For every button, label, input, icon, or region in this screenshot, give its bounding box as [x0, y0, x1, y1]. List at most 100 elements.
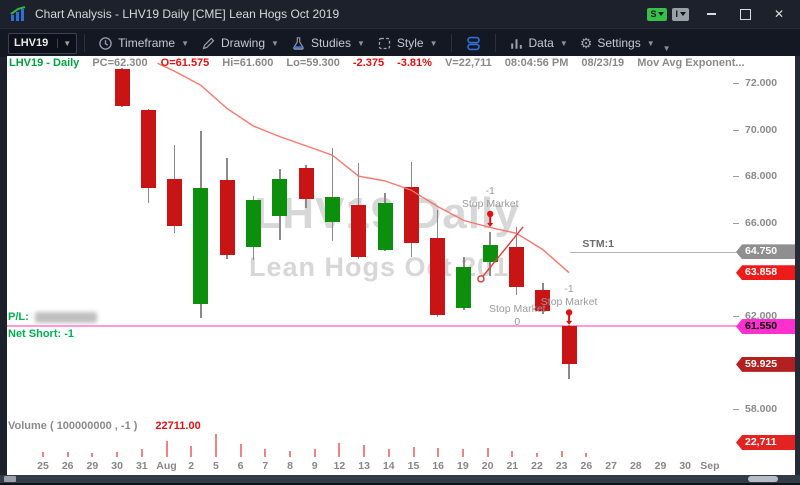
- date-label: 12: [333, 460, 346, 472]
- toolbar-button-label: Data: [528, 36, 554, 50]
- volume-bar: [560, 451, 563, 457]
- scrollbar-left-chip[interactable]: [4, 476, 16, 482]
- candle-body: [430, 237, 446, 315]
- volume-bar: [387, 449, 390, 457]
- chart-canvas[interactable]: LHV19 - Daily PC=62.300 O=61.575 Hi=61.600…: [7, 56, 795, 475]
- date-label: 6: [237, 460, 244, 472]
- volume-bar: [165, 441, 168, 457]
- toolbar-button-layout[interactable]: [459, 30, 488, 56]
- strategy-badge-label: S: [650, 9, 657, 19]
- bar-chart-icon: [509, 36, 524, 51]
- toolbar-button-data[interactable]: Data ▼: [503, 30, 574, 56]
- chevron-down-icon: ▼: [429, 38, 438, 48]
- order-label: Stop Market: [540, 295, 598, 308]
- toolbar-overflow-chevron-icon[interactable]: ▼: [662, 44, 671, 53]
- chevron-down-icon: [658, 12, 665, 16]
- candle-body: [246, 199, 261, 248]
- chevron-down-icon: ▼: [181, 38, 189, 48]
- volume-bar: [511, 451, 514, 457]
- pl-value-redacted: [34, 311, 97, 323]
- scrollbar-thumb[interactable]: [748, 476, 778, 482]
- candle-body: [482, 244, 498, 263]
- stm-label: STM:1: [582, 237, 614, 250]
- candle-body: [509, 247, 524, 287]
- price-tick-dash: [733, 316, 739, 317]
- info-field: 08:04:56 PM: [504, 57, 569, 69]
- date-label: 19: [457, 460, 469, 472]
- date-label: 7: [262, 460, 269, 472]
- volume-bar: [66, 452, 69, 457]
- volume-bar: [289, 451, 291, 457]
- price-tick-dash: [733, 222, 739, 224]
- volume-bar: [91, 453, 94, 457]
- price-tick-label: 68.000: [745, 170, 778, 183]
- toolbar-button-drawing[interactable]: Drawing ▼: [195, 30, 285, 56]
- candle-body: [167, 178, 183, 227]
- date-label: 8: [287, 460, 293, 472]
- minimize-icon: [706, 13, 716, 15]
- info-field: PC=62.300: [92, 57, 148, 69]
- toolbar-separator: [450, 34, 452, 52]
- volume-bar: [116, 452, 119, 457]
- volume-bar: [412, 447, 415, 457]
- price-badge: 59.925: [736, 356, 795, 372]
- toolbar: LHV19 ▼ Timeframe ▼ Drawing ▼ Studies ▼ Style ▼…: [0, 28, 800, 57]
- maximize-button[interactable]: [728, 0, 762, 28]
- volume-bar: [190, 446, 193, 457]
- volume-bar: [214, 434, 217, 457]
- toolbar-button-studies[interactable]: Studies ▼: [285, 30, 371, 56]
- order-pin-icon: [565, 309, 573, 316]
- gear-icon: ⚙: [580, 36, 593, 51]
- volume-badge: 22,711: [736, 435, 795, 450]
- minimize-button[interactable]: [694, 0, 728, 28]
- symbol-input[interactable]: LHV19 ▼: [8, 32, 78, 54]
- pl-label: P/L:: [8, 311, 29, 323]
- price-tick-dash: [733, 83, 739, 84]
- info-field: Mov Avg Exponent...: [637, 57, 745, 69]
- volume-bar: [338, 443, 341, 457]
- indicator-badge-label: I: [675, 9, 678, 19]
- date-label: 30: [679, 460, 692, 472]
- chart-app-icon: [10, 6, 26, 22]
- chevron-down-icon: ▼: [646, 38, 655, 48]
- order-label: -1: [485, 185, 495, 198]
- net-position-label: Net Short: -1: [8, 328, 74, 340]
- date-label: Aug: [156, 460, 177, 472]
- date-label: 29: [86, 460, 99, 472]
- volume-bar: [42, 452, 44, 457]
- close-button[interactable]: ✕: [773, 7, 785, 21]
- toolbar-button-label: Timeframe: [118, 36, 176, 50]
- price-badge: 63.858: [736, 265, 795, 281]
- toolbar-separator: [494, 34, 496, 52]
- date-label: 29: [654, 460, 667, 472]
- chevron-down-icon: ▼: [356, 38, 365, 48]
- order-label: -1: [564, 282, 574, 295]
- pencil-icon: [201, 36, 216, 51]
- toolbar-separator: [84, 34, 86, 52]
- date-label: 2: [188, 460, 195, 472]
- date-label: 26: [61, 460, 74, 472]
- vertical-scrollbar[interactable]: [795, 56, 800, 475]
- gear-icon: ⚙: [579, 34, 593, 51]
- indicator-status-badge[interactable]: I: [672, 7, 689, 21]
- price-tick-label: 70.000: [745, 123, 778, 136]
- strategy-status-badge[interactable]: S: [647, 7, 668, 21]
- price-badge: 61.550: [736, 318, 795, 334]
- title-bar: Chart Analysis - LHV19 Daily [CME] Lean …: [0, 0, 800, 28]
- volume-bar: [140, 449, 143, 457]
- toolbar-button-style[interactable]: Style ▼: [371, 30, 444, 56]
- price-tick-dash: [733, 409, 739, 411]
- date-label: 9: [311, 460, 318, 472]
- date-label: 26: [580, 460, 593, 472]
- candle-body: [403, 186, 419, 243]
- price-tick-label: 58.000: [745, 403, 778, 416]
- volume-bar: [585, 453, 588, 457]
- horizontal-scrollbar[interactable]: [0, 475, 800, 483]
- toolbar-button-settings[interactable]: ⚙ Settings ▼: [574, 30, 661, 56]
- volume-bar: [486, 448, 489, 457]
- toolbar-button-timeframe[interactable]: Timeframe ▼: [92, 30, 195, 56]
- candle-body: [114, 68, 130, 106]
- order-label: Stop Market: [488, 302, 546, 315]
- toolbar-button-label: Drawing: [221, 36, 266, 50]
